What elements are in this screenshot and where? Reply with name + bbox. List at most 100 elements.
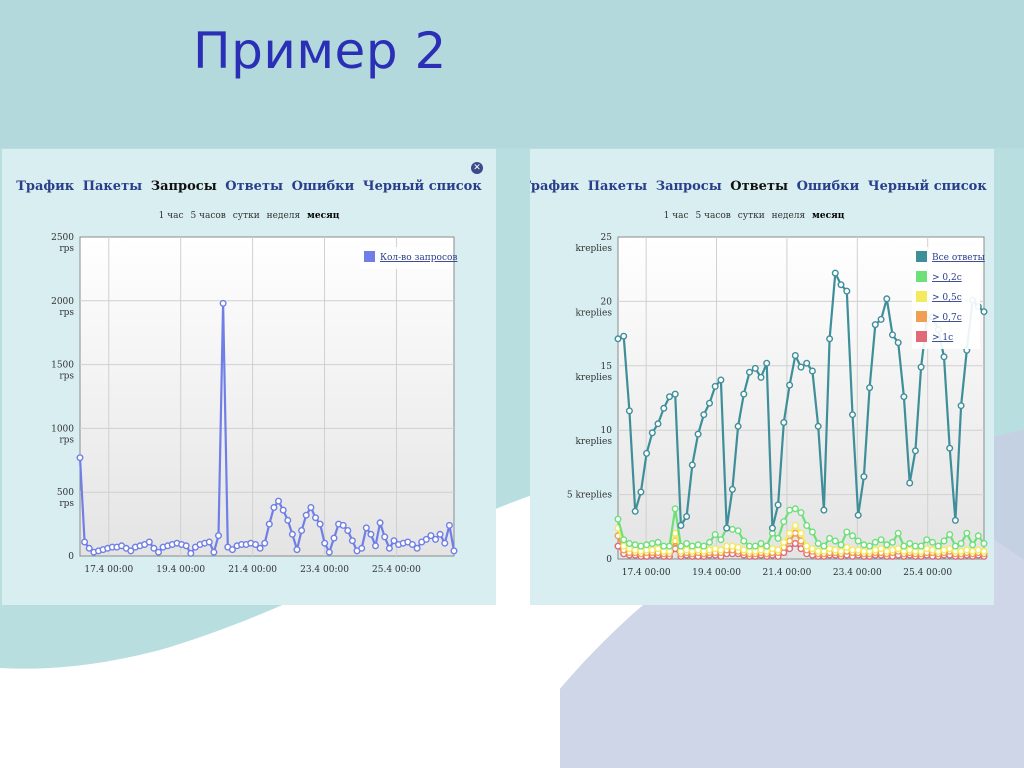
data-point (677, 542, 685, 550)
tab-errors[interactable]: Ошибки (796, 179, 860, 194)
y-tick-label: 20 (601, 297, 613, 307)
data-point (654, 545, 662, 553)
data-point (683, 540, 691, 548)
legend-label: > 0,7с (932, 313, 962, 323)
data-point (906, 540, 914, 548)
data-point (745, 368, 753, 376)
data-point (774, 534, 782, 542)
tab-traffic[interactable]: Трафик (16, 179, 75, 194)
data-point (911, 447, 919, 455)
data-point (367, 530, 375, 538)
data-point (385, 544, 393, 552)
period-day[interactable]: сутки (232, 211, 260, 221)
period-month[interactable]: месяц (812, 211, 845, 221)
data-point (786, 545, 794, 553)
data-point (728, 542, 736, 550)
tab-blacklist[interactable]: Черный список (362, 179, 482, 194)
y-tick-unit: rps (59, 435, 74, 445)
data-point (307, 504, 315, 512)
period-week[interactable]: неделя (771, 211, 806, 221)
data-point (786, 506, 794, 514)
data-point (270, 504, 278, 512)
data-point (780, 518, 788, 526)
tab-packets[interactable]: Пакеты (82, 179, 143, 194)
data-point (705, 538, 713, 546)
tab-blacklist[interactable]: Черный список (867, 179, 987, 194)
data-point (797, 509, 805, 517)
data-point (631, 541, 639, 549)
period-day[interactable]: сутки (737, 211, 765, 221)
legend-label: Все ответы (932, 253, 985, 263)
x-tick-label: 17.4 00:00 (84, 565, 133, 575)
data-point (740, 537, 748, 545)
period-5h[interactable]: 5 часов (695, 211, 731, 221)
metric-tabs: Трафик Пакеты Запросы Ответы Ошибки Черн… (2, 179, 496, 194)
data-point (820, 542, 828, 550)
tab-traffic[interactable]: Трафик (530, 179, 580, 194)
data-point (854, 546, 862, 554)
data-point (808, 367, 816, 375)
data-point (871, 321, 879, 329)
data-point (854, 537, 862, 545)
data-point (705, 546, 713, 554)
x-tick-label: 17.4 00:00 (622, 568, 671, 578)
data-point (408, 541, 416, 549)
period-tabs: 1 час 5 часов сутки неделя месяц (530, 211, 994, 221)
data-point (711, 382, 719, 390)
data-point (757, 546, 765, 554)
data-point (957, 547, 965, 555)
data-point (791, 540, 799, 548)
period-1h[interactable]: 1 час (158, 211, 184, 221)
y-tick-label: 5 kreplies (567, 491, 613, 501)
period-month[interactable]: месяц (307, 211, 340, 221)
data-point (654, 538, 662, 546)
period-5h[interactable]: 5 часов (190, 211, 226, 221)
data-point (980, 547, 988, 555)
data-point (436, 530, 444, 538)
y-tick-label: 500 (57, 488, 74, 498)
period-1h[interactable]: 1 час (663, 211, 689, 221)
legend-swatch (916, 251, 927, 262)
data-point (427, 532, 435, 540)
close-icon[interactable]: ✕ (471, 162, 483, 174)
data-point (797, 363, 805, 371)
data-point (826, 335, 834, 343)
data-point (763, 359, 771, 367)
legend-label: Кол-во запросов (380, 253, 457, 263)
data-point (717, 536, 725, 544)
tab-packets[interactable]: Пакеты (587, 179, 648, 194)
tab-requests[interactable]: Запросы (150, 179, 217, 194)
data-point (889, 538, 897, 546)
data-point (814, 422, 822, 430)
data-point (837, 541, 845, 549)
x-tick-label: 19.4 00:00 (156, 565, 205, 575)
data-point (154, 548, 162, 556)
data-point (843, 543, 851, 551)
data-point (900, 542, 908, 550)
data-point (688, 461, 696, 469)
data-point (889, 331, 897, 339)
legend-label: > 1с (932, 333, 953, 343)
data-point (900, 393, 908, 401)
data-point (325, 548, 333, 556)
x-tick-label: 25.4 00:00 (903, 568, 952, 578)
legend-label: > 0,2с (932, 273, 962, 283)
x-tick-label: 25.4 00:00 (372, 565, 421, 575)
data-point (620, 332, 628, 340)
data-point (780, 538, 788, 546)
data-point (734, 422, 742, 430)
data-point (441, 539, 449, 547)
data-point (803, 522, 811, 530)
tab-replies[interactable]: Ответы (730, 179, 789, 194)
period-week[interactable]: неделя (266, 211, 301, 221)
data-point (312, 514, 320, 522)
data-point (946, 444, 954, 452)
data-point (911, 542, 919, 550)
tab-replies[interactable]: Ответы (225, 179, 284, 194)
tab-requests[interactable]: Запросы (655, 179, 722, 194)
data-point (820, 506, 828, 514)
data-point (963, 529, 971, 537)
data-point (256, 544, 264, 552)
data-point (883, 547, 891, 555)
tab-errors[interactable]: Ошибки (291, 179, 355, 194)
